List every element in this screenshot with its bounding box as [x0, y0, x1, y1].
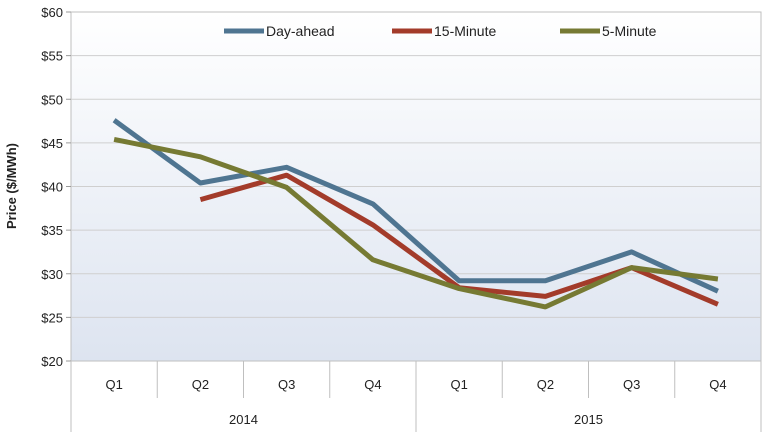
legend-label-15-minute: 15-Minute: [434, 23, 496, 39]
x-tick-label: Q2: [192, 377, 209, 392]
x-tick-label: Q2: [537, 377, 554, 392]
x-axis: Q1 Q2 Q3 Q4 Q1 Q2 Q3 Q4 2014 2015: [70, 361, 762, 432]
legend: Day-ahead 15-Minute 5-Minute: [224, 23, 657, 39]
x-tick-label: Q4: [364, 377, 381, 392]
x-tick-label: Q3: [623, 377, 640, 392]
legend-label-day-ahead: Day-ahead: [266, 23, 335, 39]
series-layer: [112, 118, 719, 310]
legend-label-5-minute: 5-Minute: [602, 23, 657, 39]
series-line-day-ahead: [112, 118, 719, 294]
x-group-label: 2015: [574, 412, 603, 427]
y-tick-label: $60: [41, 5, 63, 20]
x-tick-label: Q3: [278, 377, 295, 392]
x-tick-label: Q1: [105, 377, 122, 392]
x-tick-label: Q1: [450, 377, 467, 392]
y-tick-label: $55: [41, 49, 63, 64]
x-tick-label: Q4: [709, 377, 726, 392]
y-tick-label: $30: [41, 267, 63, 282]
y-tick-label: $45: [41, 136, 63, 151]
y-tick-label: $20: [41, 354, 63, 369]
y-tick-label: $35: [41, 223, 63, 238]
series-line-5-minute: [113, 136, 719, 310]
y-tick-label: $40: [41, 180, 63, 195]
y-tick-label: $50: [41, 92, 63, 107]
y-tick-label: $25: [41, 310, 63, 325]
y-axis-title: Price ($/MWh): [4, 143, 19, 229]
x-group-label: 2014: [229, 412, 258, 427]
y-axis: $20 $25 $30 $35 $40 $45 $50 $55 $60: [41, 5, 71, 369]
